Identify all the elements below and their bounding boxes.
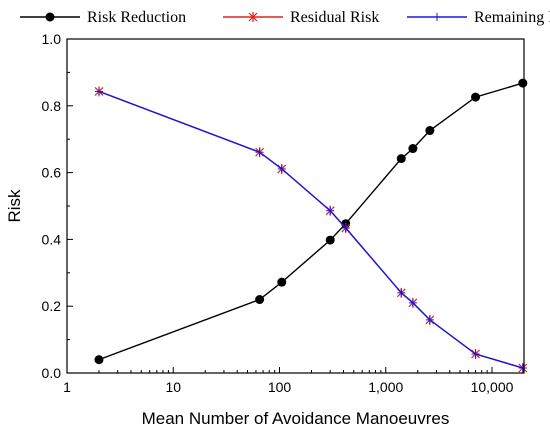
x-tick-label: 1,000 — [368, 379, 403, 395]
x-tick-label: 10 — [165, 379, 181, 395]
legend-label: Residual Risk — [290, 9, 379, 26]
data-point — [277, 277, 287, 287]
data-point — [397, 288, 406, 297]
data-point — [471, 92, 481, 102]
data-point — [94, 355, 104, 365]
data-point — [518, 363, 527, 372]
y-tick-label: 1.0 — [42, 31, 62, 47]
data-point — [341, 224, 350, 233]
data-point — [277, 164, 286, 173]
plot-frame — [66, 38, 525, 374]
legend-marker — [433, 13, 441, 21]
data-point — [94, 87, 103, 96]
y-axis-label: Risk — [5, 189, 24, 223]
x-tick-label: 10,000 — [471, 379, 514, 395]
axes: 1 10 100 1,000 10,000 0.0 0.2 0.4 0.6 0.8 1.0 — [42, 31, 525, 395]
y-tick-label: 0.2 — [42, 298, 62, 314]
x-tick-label: 100 — [268, 379, 292, 395]
y-tick-label: 0.0 — [42, 365, 62, 381]
series-layer — [94, 78, 528, 373]
data-point — [326, 206, 335, 215]
legend-item: Remaining Risk — [407, 9, 550, 26]
x-axis-label: Mean Number of Avoidance Manoeuvres — [142, 409, 450, 428]
data-point — [325, 235, 335, 245]
series-residual-risk — [94, 86, 528, 373]
legend: Risk Reduction Residual Risk Remaining Ris… — [20, 9, 550, 26]
data-point — [255, 148, 264, 157]
y-tick-label: 0.8 — [42, 98, 62, 114]
legend-item: Residual Risk — [223, 9, 379, 26]
legend-marker — [45, 12, 55, 22]
y-tick-label: 0.6 — [42, 165, 62, 181]
data-point — [518, 78, 528, 88]
x-tick-label: 1 — [63, 379, 71, 395]
series-line — [98, 90, 523, 369]
data-point — [255, 295, 265, 305]
legend-marker — [248, 12, 258, 22]
legend-label: Risk Reduction — [87, 9, 186, 26]
data-point — [408, 298, 417, 307]
series-line — [98, 90, 523, 369]
series-line — [98, 82, 523, 361]
data-point — [396, 154, 406, 164]
y-tick-label: 0.4 — [42, 231, 62, 247]
data-point — [425, 126, 435, 136]
legend-label: Remaining Risk — [474, 9, 550, 26]
data-point — [408, 144, 418, 154]
series-risk-reduction — [94, 78, 528, 365]
legend-item: Risk Reduction — [20, 9, 186, 26]
series-remaining-risk — [94, 87, 527, 372]
data-point — [471, 349, 480, 358]
data-point — [425, 315, 434, 324]
